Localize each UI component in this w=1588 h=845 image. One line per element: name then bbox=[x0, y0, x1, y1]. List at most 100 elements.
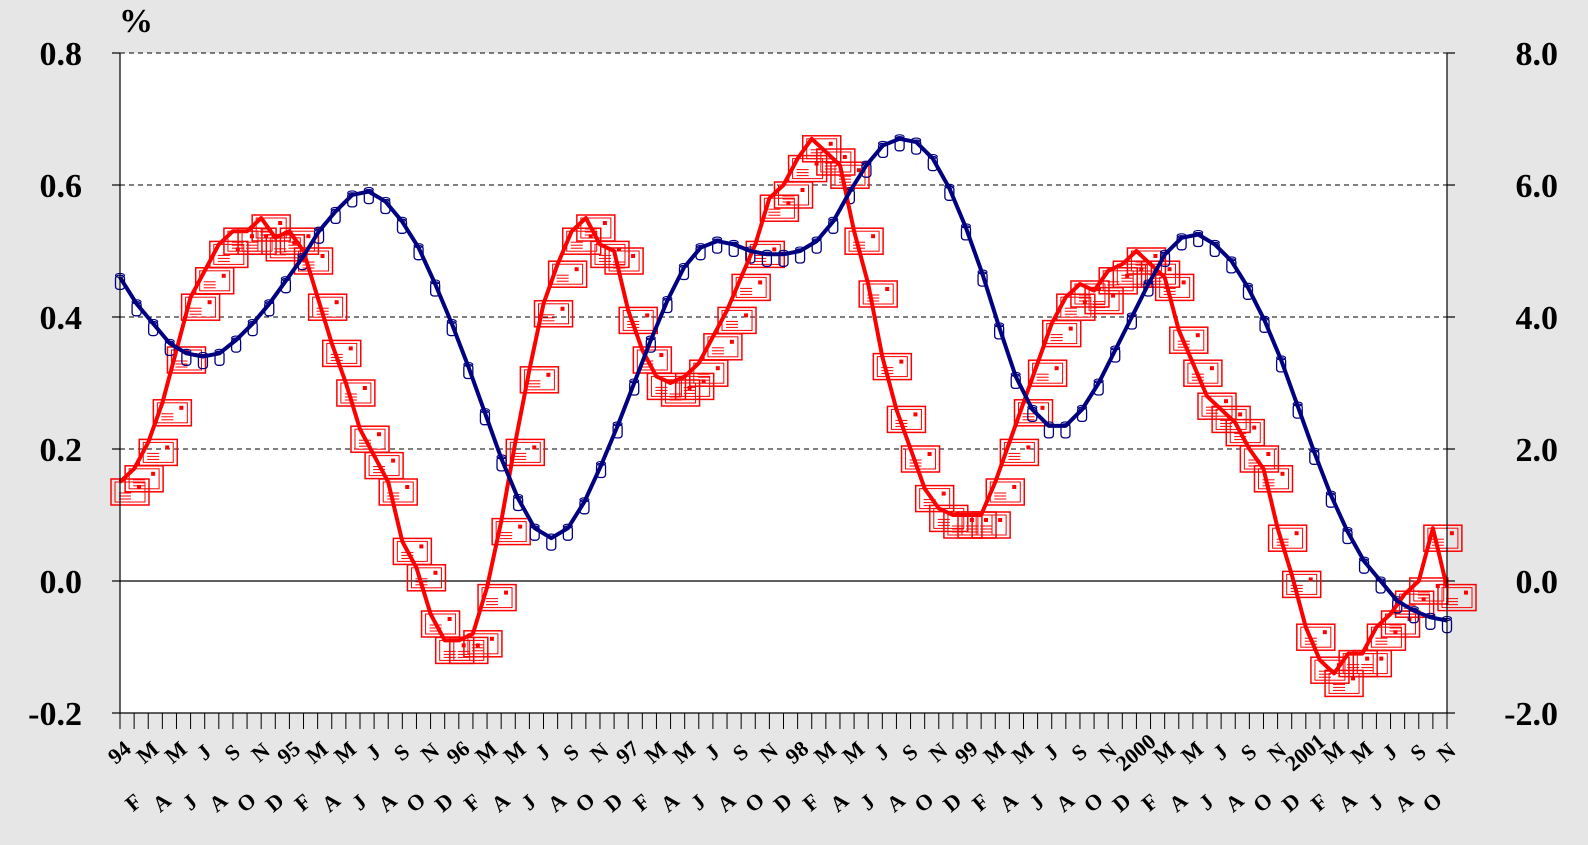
y-left-tick-label: 0.2 bbox=[40, 432, 83, 469]
x-tick-label: F bbox=[459, 788, 485, 816]
series-lines bbox=[118, 136, 1449, 676]
x-tick-label: F bbox=[798, 788, 824, 816]
x-tick-label: N bbox=[754, 738, 782, 767]
x-tick-label: J bbox=[1363, 789, 1387, 815]
x-tick-label: M bbox=[668, 736, 700, 769]
x-tick-label: O bbox=[232, 787, 261, 817]
y-axis-unit-label: % bbox=[119, 3, 153, 40]
x-tick-label: A bbox=[712, 788, 740, 817]
x-tick-label: J bbox=[1025, 789, 1049, 815]
x-tick-label: S bbox=[897, 739, 922, 766]
x-tick-label: F bbox=[967, 788, 993, 816]
x-tick-label: M bbox=[1007, 736, 1039, 769]
x-tick-label: 94 bbox=[103, 736, 136, 769]
x-tick-label: S bbox=[389, 739, 414, 766]
x-tick-label: A bbox=[881, 788, 909, 817]
series-line-red bbox=[118, 136, 1449, 676]
y-left-tick-label: -0.2 bbox=[28, 696, 82, 733]
x-tick-label: N bbox=[1432, 738, 1460, 767]
x-tick-label: F bbox=[628, 788, 654, 816]
x-tick-label: A bbox=[825, 788, 853, 817]
x-tick-label: A bbox=[317, 788, 345, 817]
x-tick-label: A bbox=[1333, 788, 1361, 817]
x-tick-label: D bbox=[430, 788, 458, 817]
x-tick-label: J bbox=[1194, 789, 1218, 815]
x-tick-label: J bbox=[347, 789, 371, 815]
x-tick-label: M bbox=[301, 736, 333, 769]
x-tick-label: O bbox=[909, 787, 938, 817]
x-tick-label: M bbox=[978, 736, 1010, 769]
x-tick-label: M bbox=[837, 736, 869, 769]
x-tick-label: M bbox=[1176, 736, 1208, 769]
x-tick-label: S bbox=[1066, 739, 1091, 766]
y-right-tick-label: 8.0 bbox=[1516, 36, 1559, 73]
series-line-blue bbox=[118, 136, 1448, 623]
x-tick-label: A bbox=[1220, 788, 1248, 817]
x-tick-label: F bbox=[1137, 788, 1163, 816]
x-tick-label: S bbox=[219, 739, 244, 766]
x-tick-label: J bbox=[1208, 739, 1232, 765]
x-tick-label: J bbox=[869, 739, 893, 765]
x-tick-label: O bbox=[1248, 787, 1277, 817]
x-tick-label: S bbox=[728, 739, 753, 766]
plot-area bbox=[120, 53, 1447, 713]
y-right-tick-label: 2.0 bbox=[1516, 432, 1559, 469]
x-tick-label: M bbox=[329, 736, 361, 769]
x-tick-label: J bbox=[1039, 739, 1063, 765]
x-tick-label: J bbox=[1377, 739, 1401, 765]
x-tick-label: A bbox=[486, 788, 514, 817]
x-tick-label: D bbox=[769, 788, 797, 817]
x-tick-label: F bbox=[1306, 788, 1332, 816]
x-tick-label: F bbox=[120, 788, 146, 816]
x-tick-label: J bbox=[516, 789, 540, 815]
x-tick-label: J bbox=[361, 739, 385, 765]
x-tick-label: D bbox=[1277, 788, 1305, 817]
x-tick-label: N bbox=[924, 738, 952, 767]
x-tick-label: A bbox=[543, 788, 571, 817]
x-tick-label: S bbox=[1405, 739, 1430, 766]
y-left-tick-label: 0.6 bbox=[40, 168, 83, 205]
x-tick-label: N bbox=[246, 738, 274, 767]
x-tick-label: O bbox=[740, 787, 769, 817]
y-right-tick-label: -2.0 bbox=[1504, 696, 1558, 733]
y-right-tick-label: 4.0 bbox=[1516, 300, 1559, 337]
x-tick-label: A bbox=[656, 788, 684, 817]
x-tick-label: M bbox=[160, 736, 192, 769]
x-tick-label: S bbox=[1236, 739, 1261, 766]
x-tick-label: F bbox=[290, 788, 316, 816]
x-tick-label: 99 bbox=[950, 736, 983, 769]
x-tick-label: J bbox=[530, 739, 554, 765]
y-left-tick-label: 0.0 bbox=[40, 564, 83, 601]
x-tick-label: A bbox=[373, 788, 401, 817]
x-tick-label: J bbox=[855, 789, 879, 815]
x-tick-label: M bbox=[131, 736, 163, 769]
x-tick-label: 97 bbox=[611, 736, 644, 769]
y-left-tick-label: 0.8 bbox=[40, 36, 83, 73]
x-tick-label: A bbox=[994, 788, 1022, 817]
x-tick-label: J bbox=[700, 739, 724, 765]
x-tick-label: M bbox=[470, 736, 502, 769]
x-tick-label: A bbox=[1164, 788, 1192, 817]
x-tick-label: D bbox=[599, 788, 627, 817]
x-tick-label: N bbox=[585, 738, 613, 767]
x-tick-label: 96 bbox=[442, 736, 475, 769]
x-tick-label: O bbox=[401, 787, 430, 817]
x-tick-label: J bbox=[178, 789, 202, 815]
x-tick-label: J bbox=[686, 789, 710, 815]
x-tick-label: O bbox=[570, 787, 599, 817]
x-tick-label: A bbox=[147, 788, 175, 817]
y-left-tick-label: 0.4 bbox=[40, 300, 83, 337]
x-tick-label: A bbox=[204, 788, 232, 817]
x-tick-label: J bbox=[192, 739, 216, 765]
x-tick-label: D bbox=[260, 788, 288, 817]
x-tick-label: M bbox=[498, 736, 530, 769]
x-tick-label: A bbox=[1051, 788, 1079, 817]
x-tick-label: D bbox=[1107, 788, 1135, 817]
x-tick-label: 95 bbox=[272, 736, 305, 769]
x-tick-label: M bbox=[809, 736, 841, 769]
x-tick-label: N bbox=[416, 738, 444, 767]
y-right-tick-label: 0.0 bbox=[1516, 564, 1559, 601]
x-tick-label: S bbox=[558, 739, 583, 766]
x-tick-label: O bbox=[1417, 787, 1446, 817]
